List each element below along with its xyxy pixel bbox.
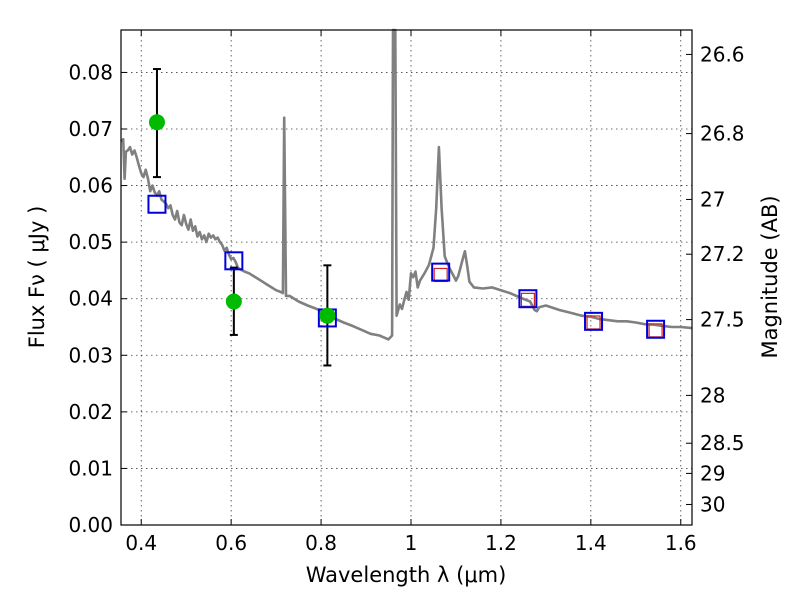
- observed-point-2: [319, 307, 336, 324]
- x-axis-label: Wavelength λ (μm): [306, 563, 507, 587]
- y2-tick-label-2: 27: [700, 187, 725, 211]
- y2-tick-label-1: 26.8: [700, 122, 745, 146]
- x-tick-label-2: 0.8: [305, 531, 337, 555]
- model-square-marker-3: [431, 262, 451, 282]
- inner-square-marker-0: [433, 267, 448, 283]
- y-tick-label-6: 0.06: [68, 174, 113, 198]
- x-tick-label-6: 1.6: [665, 531, 697, 555]
- y-tick-label-1: 0.01: [68, 456, 113, 480]
- observed-point-1: [225, 293, 242, 310]
- y2-tick-label-3: 27.2: [700, 242, 745, 266]
- marker-layer: [147, 114, 666, 339]
- tick-layer: 0.4 0.6 0.8 1 1.2 1.4 1.6 0.00 0.01 0.02 0.03 0.04 0…: [68, 30, 745, 555]
- model-square-marker-0: [147, 194, 167, 214]
- y-tick-label-2: 0.02: [68, 400, 113, 424]
- x-tick-label-0: 0.4: [125, 531, 157, 555]
- x-tick-label-3: 1: [405, 531, 418, 555]
- grid: [121, 30, 692, 526]
- y2-tick-label-5: 28: [700, 383, 725, 407]
- y-tick-label-7: 0.07: [68, 117, 113, 141]
- plot-frame: [120, 29, 693, 526]
- x-tick-label-1: 0.6: [215, 531, 247, 555]
- model-spectrum-line: [120, 28, 693, 341]
- x-tick-label-4: 1.2: [485, 531, 517, 555]
- model-square-marker-6: [646, 319, 666, 339]
- y2-tick-label-4: 27.5: [700, 308, 745, 332]
- model-square-marker-5: [584, 311, 604, 331]
- model-square-marker-4: [518, 289, 538, 309]
- y-axis-label: Flux Fν ( μJy ): [25, 206, 49, 349]
- observed-point-0: [148, 114, 165, 131]
- y2-tick-label-6: 28.5: [700, 431, 745, 455]
- y-tick-label-0: 0.00: [68, 513, 113, 537]
- y-tick-label-4: 0.04: [68, 287, 113, 311]
- model-square-marker-1: [224, 251, 244, 271]
- y-tick-label-8: 0.08: [68, 60, 113, 84]
- y-tick-label-5: 0.05: [68, 230, 113, 254]
- y2-tick-label-0: 26.6: [700, 42, 745, 66]
- y2-axis-label: Magnitude (AB): [758, 195, 782, 358]
- spectrum-layer: [120, 28, 693, 341]
- y-tick-label-3: 0.03: [68, 343, 113, 367]
- y2-tick-label-8: 30: [700, 492, 725, 516]
- y2-tick-label-7: 29: [700, 461, 725, 485]
- x-tick-label-5: 1.4: [575, 531, 607, 555]
